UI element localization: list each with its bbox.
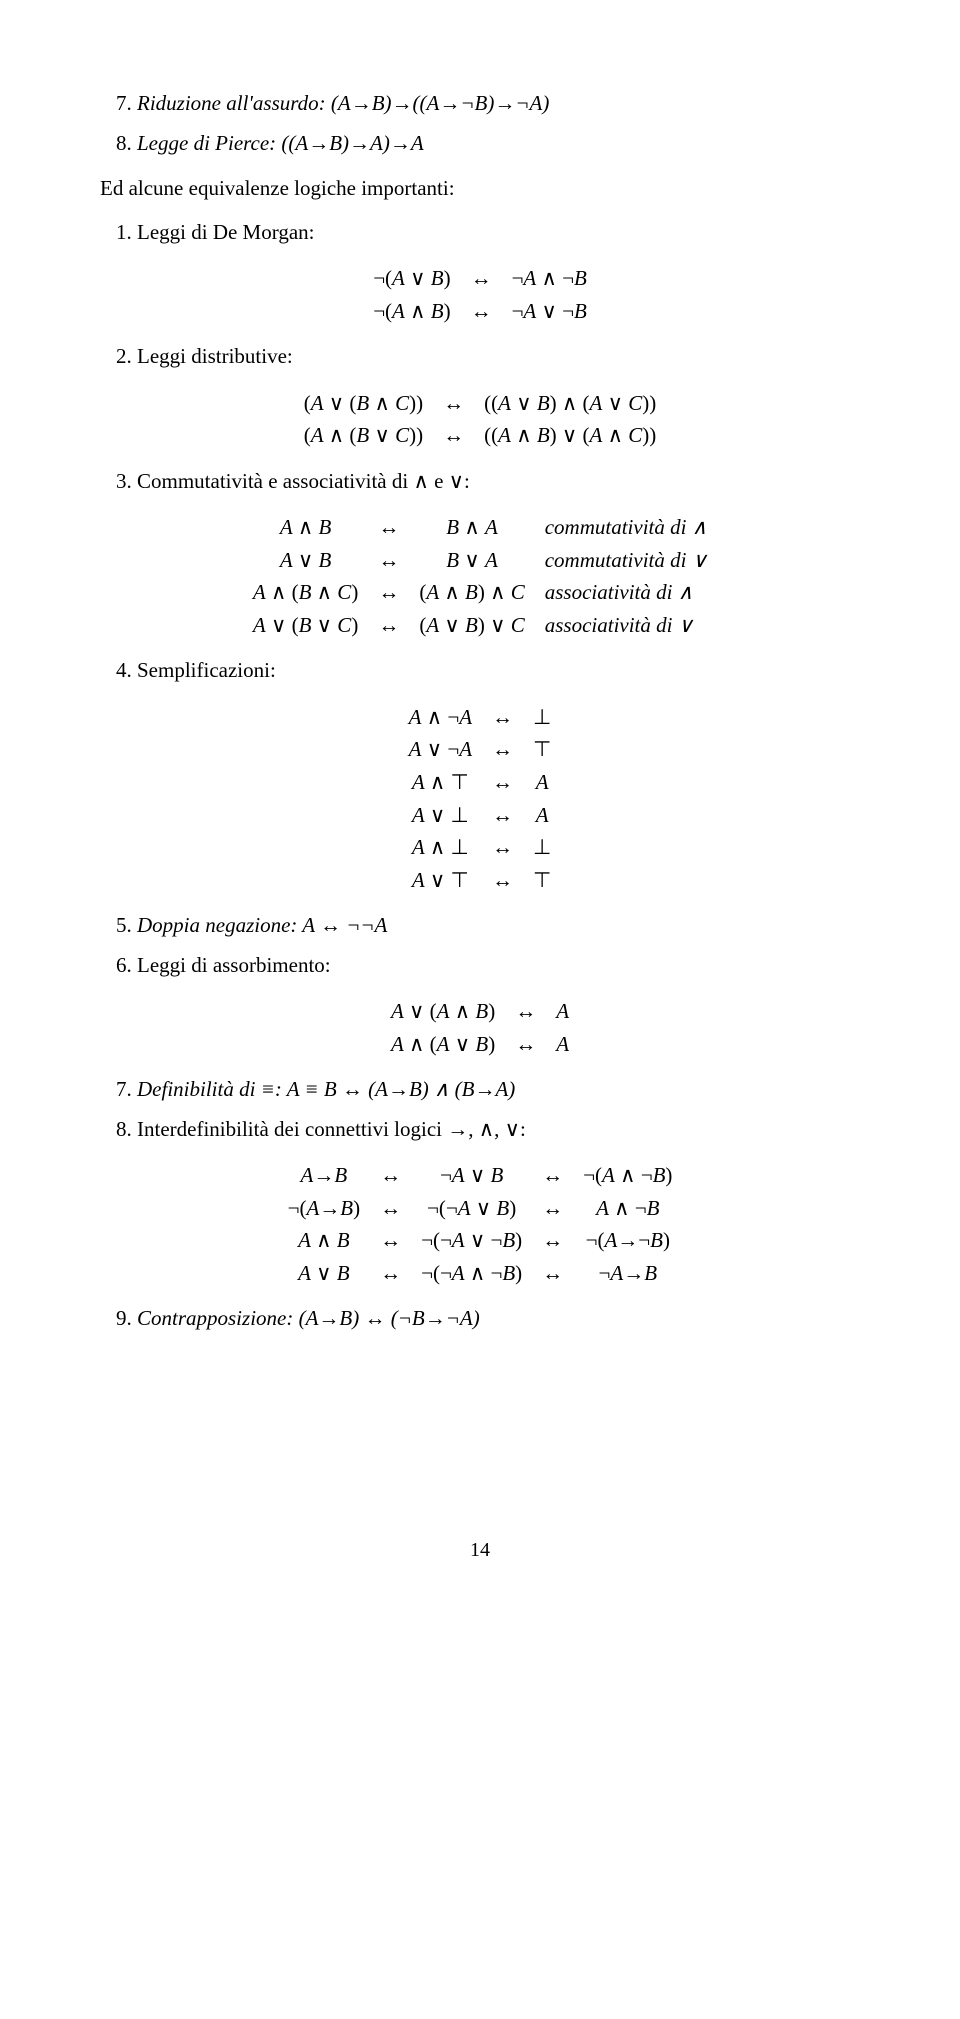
num-6: 6. [116, 953, 132, 977]
item-pierce: 8. Legge di Pierce: ((A→B)→A)→A [100, 128, 860, 160]
text-demorgan: Leggi di De Morgan: [137, 220, 315, 244]
text-sempl: Semplificazioni: [137, 658, 276, 682]
num-9: 9. [116, 1306, 132, 1330]
item-comm-assoc: 3. Commutatività e associatività di ∧ e … [100, 466, 860, 498]
text-definib: Definibilità di ≡: A ≡ B ↔ (A→B) ∧ (B→A) [137, 1077, 515, 1101]
item-demorgan: 1. Leggi di De Morgan: [100, 217, 860, 249]
text-interdef: Interdefinibilità dei connettivi logici … [137, 1117, 526, 1141]
num-8b: 8. [116, 1117, 132, 1141]
num-5: 5. [116, 913, 132, 937]
num-2: 2. [116, 344, 132, 368]
text-pierce: Legge di Pierce: ((A→B)→A)→A [137, 131, 424, 155]
num-7b: 7. [116, 1077, 132, 1101]
num-4: 4. [116, 658, 132, 682]
item-doppia-neg: 5. Doppia negazione: A ↔ ¬¬A [100, 910, 860, 942]
text-assorb: Leggi di assorbimento: [137, 953, 331, 977]
text-comm-assoc: Commutatività e associatività di ∧ e ∨: [137, 469, 470, 493]
text-reductio: Riduzione all'assurdo: (A→B)→((A→¬B)→¬A) [137, 91, 549, 115]
item-sempl: 4. Semplificazioni: [100, 655, 860, 687]
intro-text: Ed alcune equivalenze logiche importanti… [100, 173, 860, 205]
text-doppia-neg: Doppia negazione: A ↔ ¬¬A [137, 913, 387, 937]
table-sempl: A ∧ ¬A↔⊥A ∨ ¬A↔⊤A ∧ ⊤↔AA ∨ ⊥↔AA ∧ ⊥↔⊥A ∨… [100, 701, 860, 896]
item-interdef: 8. Interdefinibilità dei connettivi logi… [100, 1114, 860, 1146]
text-distributive: Leggi distributive: [137, 344, 293, 368]
item-definib: 7. Definibilità di ≡: A ≡ B ↔ (A→B) ∧ (B… [100, 1074, 860, 1106]
table-distributive: (A ∨ (B ∧ C))↔((A ∨ B) ∧ (A ∨ C))(A ∧ (B… [100, 387, 860, 452]
num-8: 8. [116, 131, 132, 155]
item-contr: 9. Contrapposizione: (A→B) ↔ (¬B→¬A) [100, 1303, 860, 1335]
table-comm-assoc: A ∧ B↔B ∧ Acommutatività di ∧A ∨ B↔B ∨ A… [100, 511, 860, 641]
text-contr: Contrapposizione: (A→B) ↔ (¬B→¬A) [137, 1306, 480, 1330]
item-assorb: 6. Leggi di assorbimento: [100, 950, 860, 982]
item-distributive: 2. Leggi distributive: [100, 341, 860, 373]
item-reductio: 7. Riduzione all'assurdo: (A→B)→((A→¬B)→… [100, 88, 860, 120]
table-demorgan: ¬(A ∨ B)↔¬A ∧ ¬B¬(A ∧ B)↔¬A ∨ ¬B [100, 262, 860, 327]
page-number: 14 [100, 1535, 860, 1565]
table-interdef: A→B↔¬A ∨ B↔¬(A ∧ ¬B)¬(A→B)↔¬(¬A ∨ B)↔A ∧… [100, 1159, 860, 1289]
num-7: 7. [116, 91, 132, 115]
num-3: 3. [116, 469, 132, 493]
table-assorb: A ∨ (A ∧ B)↔AA ∧ (A ∨ B)↔A [100, 995, 860, 1060]
num-1: 1. [116, 220, 132, 244]
